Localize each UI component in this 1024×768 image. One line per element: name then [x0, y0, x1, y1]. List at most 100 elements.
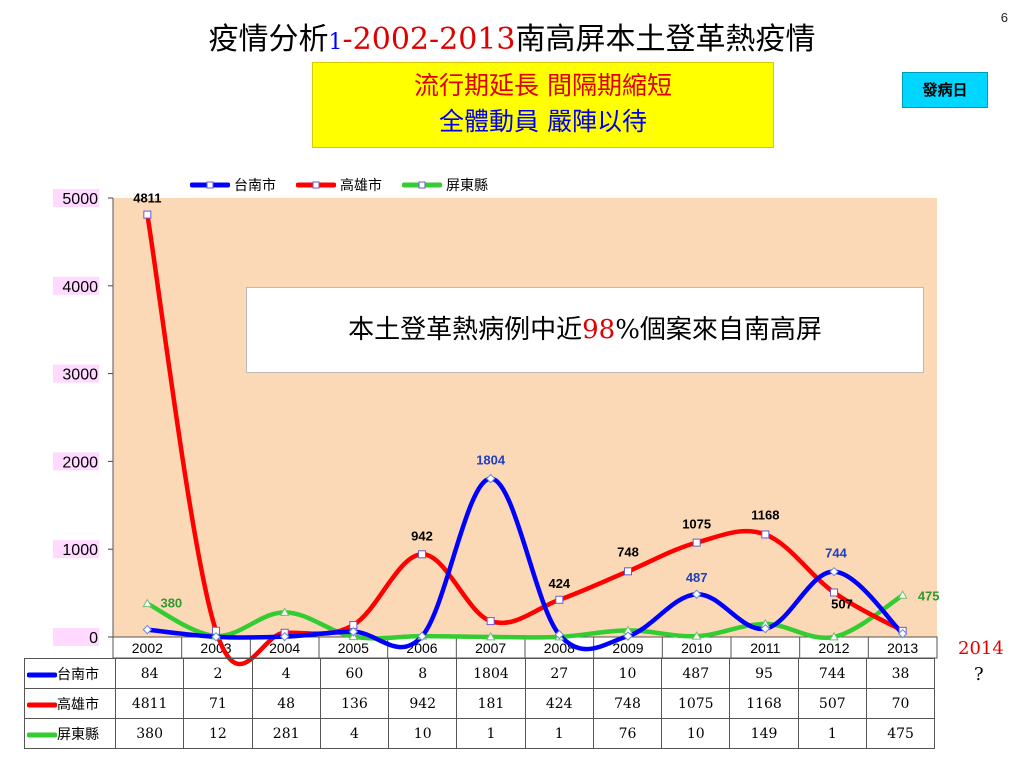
- table-cell: 475: [865, 718, 936, 749]
- table-cell: 95: [729, 658, 799, 689]
- table-legend-swatch: [26, 672, 58, 677]
- table-cell: 1168: [729, 688, 799, 719]
- data-point-台南市: [554, 629, 565, 640]
- data-point-高雄市: [692, 538, 701, 547]
- data-label: 1075: [682, 517, 711, 532]
- table-cell: 507: [797, 688, 867, 719]
- page-title: 疫情分析1-2002-2013南高屏本土登革熱疫情: [0, 14, 1024, 58]
- table-cell: 70: [865, 688, 936, 719]
- y-tick-label-bg: [53, 364, 99, 383]
- data-point-台南市: [829, 566, 839, 577]
- data-label: 475: [918, 588, 940, 603]
- callout-box: 本土登革熱病例中近98%個案來自南高屏: [246, 287, 924, 373]
- table-cell: 60: [319, 658, 390, 689]
- data-label: 942: [411, 528, 433, 543]
- data-point-屏東縣: [897, 590, 908, 599]
- x-tick-label: 2004: [269, 640, 300, 656]
- x-tick-label: 2005: [338, 640, 369, 656]
- data-point-屏東縣: [142, 598, 153, 608]
- table-cell: 76: [592, 718, 663, 749]
- y-tick-label-bg: [53, 189, 99, 207]
- data-point-屏東縣: [829, 631, 839, 641]
- data-point-高雄市: [486, 617, 495, 626]
- table-cell: 4: [251, 658, 321, 689]
- title-part2: 1: [328, 30, 343, 55]
- y-tick-label: 4000: [62, 279, 98, 296]
- data-point-屏東縣: [279, 607, 290, 616]
- table-cell: 10: [661, 718, 731, 749]
- y-tick-label-bg: [53, 628, 99, 646]
- banner-line2: 全體動員 嚴陣以待: [439, 107, 647, 136]
- table-cell: 748: [592, 688, 663, 719]
- y-tick-label-bg: [53, 540, 99, 559]
- table-series-name: 台南市: [57, 666, 99, 683]
- y-tick-label: 0: [89, 630, 98, 647]
- table-cell: 149: [729, 718, 799, 749]
- legend-label: 台南市: [234, 178, 276, 194]
- table-series-name: 高雄市: [57, 696, 99, 713]
- data-label: 1804: [476, 453, 506, 468]
- table-cell: 487: [661, 658, 731, 689]
- table-cell: 4811: [114, 688, 185, 719]
- data-point-台南市: [211, 632, 221, 642]
- banner-line1: 流行期延長 間隔期縮短: [414, 71, 672, 100]
- y-tick-label: 2000: [62, 454, 98, 471]
- table-cell: 71: [183, 688, 253, 719]
- legend-item: 台南市: [190, 175, 276, 195]
- data-point-高雄市: [555, 595, 564, 604]
- data-label: 424: [548, 576, 570, 591]
- y-tick-label-bg: [53, 452, 99, 471]
- data-point-台南市: [691, 589, 702, 599]
- data-point-台南市: [142, 624, 153, 635]
- x-tick-label: 2012: [818, 640, 849, 656]
- table-cell: 1: [797, 718, 867, 749]
- data-point-高雄市: [761, 530, 770, 539]
- table-row: 屏東縣 380 12 281 4 10 1 1 76 10 149 1 475: [24, 718, 936, 749]
- x-tick-label: 2013: [887, 640, 918, 656]
- table-cell: 38: [865, 658, 936, 689]
- y-tick-label: 5000: [62, 191, 98, 208]
- table-series-label: 屏東縣: [24, 718, 116, 749]
- x-tick-label: 2002: [132, 640, 163, 656]
- table-cell: 2: [183, 658, 253, 689]
- table-cell: 8: [388, 658, 458, 689]
- data-label: 487: [686, 570, 708, 585]
- data-label: 744: [825, 546, 847, 561]
- data-point-台南市: [485, 473, 496, 484]
- data-point-台南市: [417, 631, 427, 642]
- callout-text-after: %個案來自南高屏: [615, 315, 822, 345]
- table-series-name: 屏東縣: [57, 726, 99, 743]
- side-year-2014: 2014: [958, 638, 1004, 659]
- table-cell: 10: [592, 658, 663, 689]
- data-point-屏東縣: [691, 631, 702, 640]
- legend-label: 高雄市: [340, 178, 382, 194]
- data-label: 4811: [133, 191, 161, 206]
- data-label: 380: [160, 596, 182, 611]
- banner: 流行期延長 間隔期縮短 全體動員 嚴陣以待: [312, 62, 774, 148]
- table-legend-swatch: [26, 732, 58, 737]
- plot-area: [113, 198, 937, 637]
- y-tick-label-bg: [53, 276, 99, 295]
- legend-swatch: [402, 181, 442, 189]
- data-point-台南市: [897, 628, 908, 639]
- side-question-mark: ?: [974, 664, 984, 685]
- legend-item: 高雄市: [296, 175, 382, 195]
- table-cell: 4: [319, 718, 390, 749]
- x-tick-label: 2009: [612, 640, 643, 656]
- table-cell: 84: [114, 658, 185, 689]
- table-cell: 1: [456, 718, 526, 749]
- data-point-高雄市: [143, 210, 152, 219]
- legend-swatch: [190, 181, 230, 189]
- slide-number: 6: [1000, 10, 1008, 25]
- data-point-台南市: [348, 627, 359, 637]
- y-tick-label: 3000: [62, 367, 98, 384]
- table-cell: 27: [524, 658, 594, 689]
- table-row: 高雄市 4811 71 48 136 942 181 424 748 1075 1168 507 70: [24, 688, 936, 719]
- title-part1: 疫情分析: [208, 22, 329, 57]
- data-table: 台南市 84 2 4 60 8 1804 27 10 487 95 744 38 高雄市 4811 71 48 1…: [24, 658, 936, 749]
- table-cell: 380: [114, 718, 185, 749]
- legend-label: 屏東縣: [446, 178, 488, 194]
- callout-percent: 98: [582, 315, 616, 345]
- table-cell: 1: [524, 718, 594, 749]
